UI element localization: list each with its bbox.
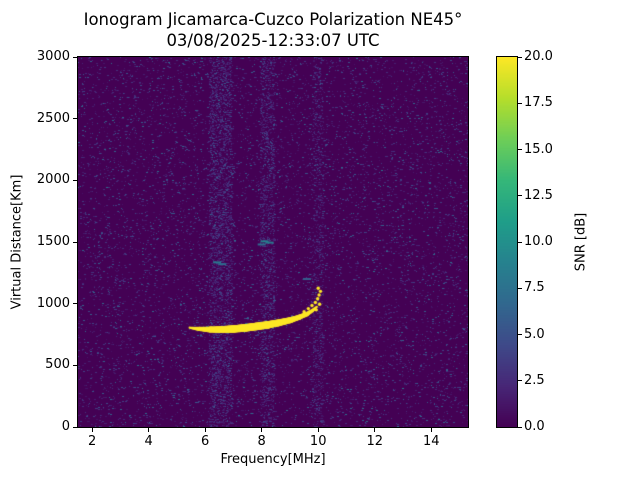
colorbar-tick-mark — [518, 287, 522, 289]
y-tick-label: 3000 — [36, 49, 70, 64]
y-tick-mark — [73, 241, 77, 243]
chart-title-block: Ionogram Jicamarca-Cuzco Polarization NE… — [78, 10, 468, 51]
x-tick-mark — [317, 428, 319, 432]
y-tick-mark — [73, 56, 77, 58]
colorbar-gradient — [497, 57, 517, 427]
colorbar-tick-label: 12.5 — [524, 187, 553, 203]
colorbar-tick-label: 10.0 — [524, 234, 553, 249]
colorbar-tick-label: 0.0 — [524, 419, 545, 434]
colorbar-tick-label: 15.0 — [524, 141, 553, 157]
y-tick-mark — [73, 426, 77, 428]
y-tick-label: 1000 — [36, 295, 70, 311]
y-tick-label: 500 — [45, 357, 70, 373]
colorbar-tick-mark — [518, 195, 522, 197]
y-tick-mark — [73, 364, 77, 366]
x-tick-mark — [430, 428, 432, 432]
plot-area — [77, 56, 469, 428]
x-tick-mark — [148, 428, 150, 432]
chart-subtitle: 03/08/2025-12:33:07 UTC — [166, 30, 380, 50]
x-axis-label: Frequency[MHz] — [220, 452, 326, 467]
x-tick-label: 10 — [309, 434, 327, 449]
x-tick-mark — [261, 428, 263, 432]
x-tick-label: 8 — [257, 434, 266, 449]
colorbar-tick-label: 5.0 — [524, 326, 545, 342]
y-tick-label: 2000 — [36, 172, 70, 188]
y-tick-mark — [73, 303, 77, 305]
x-tick-mark — [204, 428, 206, 432]
colorbar-tick-label: 17.5 — [524, 95, 553, 111]
chart-title: Ionogram Jicamarca-Cuzco Polarization NE… — [83, 10, 463, 29]
colorbar-tick-mark — [518, 334, 522, 335]
y-axis-label: Virtual Distance[Km] — [9, 174, 25, 310]
x-tick-label: 6 — [201, 434, 210, 449]
y-tick-label: 0 — [61, 419, 70, 434]
x-tick-label: 12 — [366, 434, 383, 449]
colorbar-tick-mark — [518, 56, 522, 58]
y-tick-label: 2500 — [36, 110, 70, 126]
colorbar-tick-label: 7.5 — [524, 280, 545, 296]
colorbar-tick-mark — [518, 102, 522, 104]
x-tick-mark — [91, 428, 93, 432]
colorbar-tick-label: 20.0 — [524, 49, 553, 64]
colorbar-tick-mark — [518, 426, 522, 428]
x-tick-label: 2 — [87, 434, 97, 449]
ionogram-heatmap — [78, 57, 468, 427]
colorbar — [496, 56, 518, 428]
y-tick-mark — [73, 118, 77, 120]
x-tick-label: 4 — [144, 434, 153, 449]
y-tick-label: 1500 — [36, 234, 70, 249]
y-tick-mark — [73, 179, 77, 181]
x-tick-label: 14 — [422, 434, 440, 449]
x-tick-mark — [374, 428, 376, 432]
colorbar-tick-mark — [518, 380, 522, 382]
colorbar-tick-label: 2.5 — [524, 372, 545, 388]
colorbar-tick-mark — [518, 149, 522, 150]
colorbar-label: SNR [dB] — [573, 212, 589, 272]
colorbar-tick-mark — [518, 241, 522, 243]
